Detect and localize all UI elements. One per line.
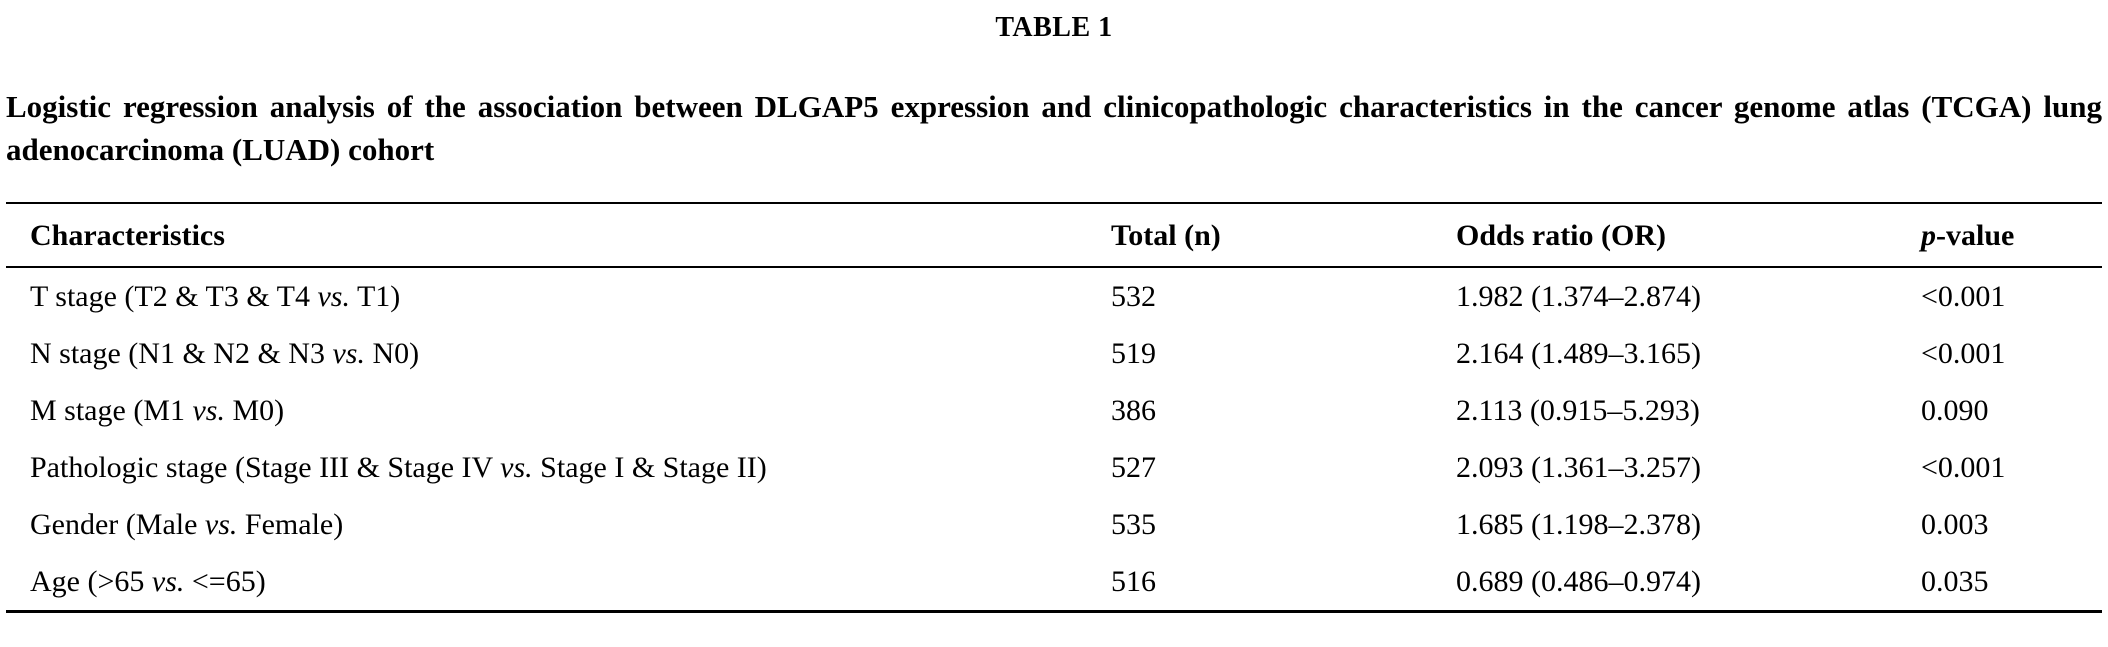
cell-odds-ratio: 1.685 (1.198–2.378): [1456, 507, 1701, 541]
table-row: M stage (M1 vs. M0) 386 2.113 (0.915–5.2…: [6, 382, 2102, 439]
characteristic-text-post: M0): [224, 393, 285, 427]
table-row: Age (>65 vs. <=65) 516 0.689 (0.486–0.97…: [6, 553, 2102, 612]
characteristic-text-post: N0): [364, 336, 420, 370]
characteristic-text-post: <=65): [184, 564, 266, 598]
header-odds-ratio: Odds ratio (OR): [1456, 202, 1921, 268]
table-header: Characteristics Total (n) Odds ratio (OR…: [6, 202, 2102, 268]
cell-total: 532: [1111, 279, 1156, 313]
characteristic-text-pre: N stage (N1 & N2 & N3: [30, 336, 333, 370]
characteristic-vs-italic: vs.: [192, 393, 225, 427]
cell-p-value: <0.001: [1921, 450, 2006, 484]
characteristic-text-pre: M stage (M1: [30, 393, 193, 427]
characteristic-text-pre: Age (>65: [30, 564, 152, 598]
characteristic-vs-italic: vs.: [151, 564, 185, 598]
cell-characteristic: M stage (M1 vs. M0): [6, 382, 1111, 439]
table-row: Gender (Male vs. Female) 535 1.685 (1.19…: [6, 496, 2102, 553]
header-total: Total (n): [1111, 202, 1456, 268]
characteristic-text-post: Female): [237, 507, 344, 541]
cell-odds-ratio: 1.982 (1.374–2.874): [1456, 279, 1701, 313]
table-label: TABLE 1: [995, 12, 1113, 43]
cell-characteristic: Age (>65 vs. <=65): [6, 553, 1111, 612]
cell-total: 527: [1111, 450, 1156, 484]
cell-total: 386: [1111, 393, 1156, 427]
characteristic-text-pre: T stage (T2 & T3 & T4: [30, 279, 318, 313]
cell-characteristic: Pathologic stage (Stage III & Stage IV v…: [6, 439, 1111, 496]
characteristic-text-pre: Gender (Male: [30, 507, 205, 541]
cell-odds-ratio: 2.164 (1.489–3.165): [1456, 336, 1701, 370]
cell-characteristic: T stage (T2 & T3 & T4 vs. T1): [6, 267, 1111, 325]
table-row: T stage (T2 & T3 & T4 vs. T1) 532 1.982 …: [6, 267, 2102, 325]
table-row: N stage (N1 & N2 & N3 vs. N0) 519 2.164 …: [6, 325, 2102, 382]
table-caption: Logistic regression analysis of the asso…: [6, 89, 2102, 167]
header-p-value: p-value: [1921, 202, 2102, 268]
characteristic-vs-italic: vs.: [332, 336, 365, 370]
header-p-value-italic-p: p: [1921, 218, 1936, 252]
cell-odds-ratio: 2.093 (1.361–3.257): [1456, 450, 1701, 484]
cell-total: 519: [1111, 336, 1156, 370]
header-p-value-rest: -value: [1936, 218, 2015, 252]
characteristic-text-pre: Pathologic stage (Stage III & Stage IV: [30, 450, 501, 484]
cell-characteristic: Gender (Male vs. Female): [6, 496, 1111, 553]
characteristic-text-post: T1): [349, 279, 401, 313]
cell-characteristic: N stage (N1 & N2 & N3 vs. N0): [6, 325, 1111, 382]
cell-p-value: <0.001: [1921, 279, 2006, 313]
characteristic-vs-italic: vs.: [500, 450, 533, 484]
header-row: Characteristics Total (n) Odds ratio (OR…: [6, 202, 2102, 268]
cell-p-value: 0.035: [1921, 564, 1989, 598]
cell-p-value: 0.090: [1921, 393, 1989, 427]
cell-odds-ratio: 0.689 (0.486–0.974): [1456, 564, 1701, 598]
characteristic-vs-italic: vs.: [204, 507, 238, 541]
data-table: Characteristics Total (n) Odds ratio (OR…: [6, 201, 2102, 613]
cell-odds-ratio: 2.113 (0.915–5.293): [1456, 393, 1700, 427]
cell-total: 516: [1111, 564, 1156, 598]
table-body: T stage (T2 & T3 & T4 vs. T1) 532 1.982 …: [6, 267, 2102, 612]
header-characteristics: Characteristics: [6, 202, 1111, 268]
cell-p-value: <0.001: [1921, 336, 2006, 370]
table-row: Pathologic stage (Stage III & Stage IV v…: [6, 439, 2102, 496]
characteristic-vs-italic: vs.: [317, 279, 350, 313]
cell-total: 535: [1111, 507, 1156, 541]
cell-p-value: 0.003: [1921, 507, 1989, 541]
characteristic-text-post: Stage I & Stage II): [532, 450, 767, 484]
